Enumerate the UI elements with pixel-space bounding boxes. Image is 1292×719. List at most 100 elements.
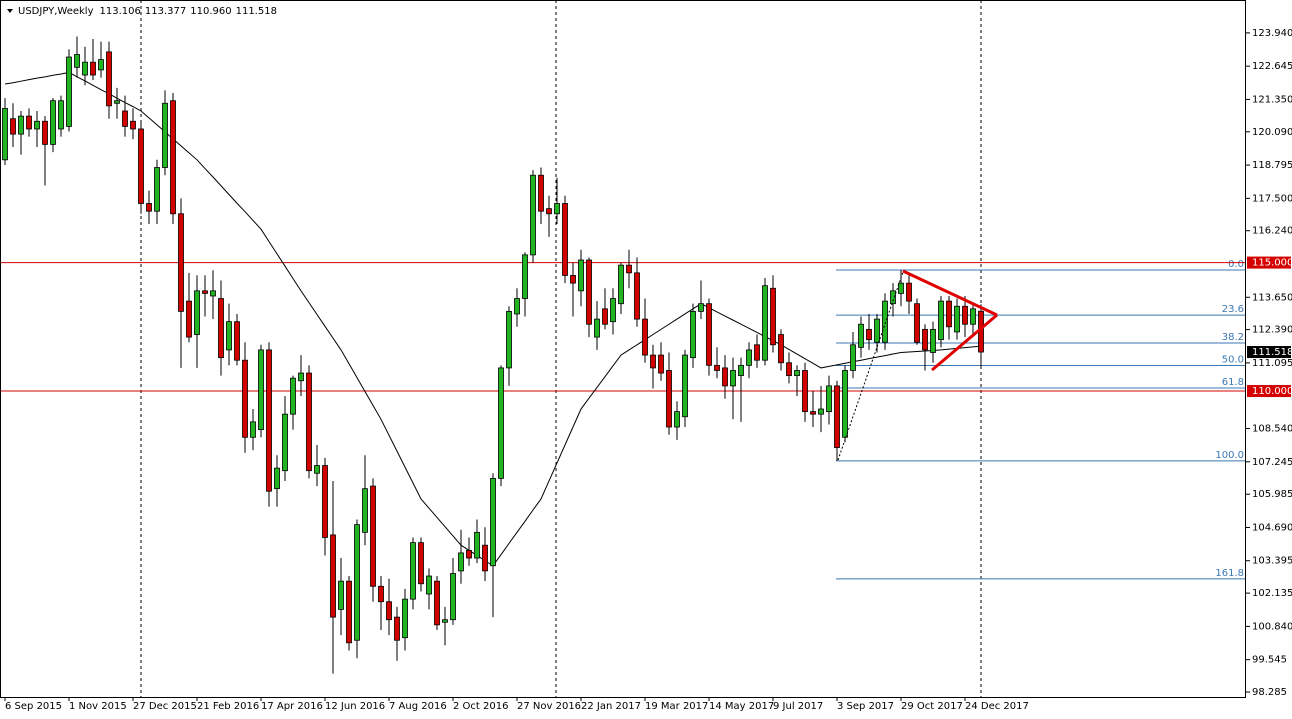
candle-body <box>610 298 616 323</box>
x-tick-label: 6 Sep 2015 <box>5 701 62 712</box>
y-tick-label: 107.245 <box>1252 457 1292 468</box>
candle-body <box>98 59 104 71</box>
candle-body <box>458 552 464 572</box>
candle-body <box>714 364 720 371</box>
level-label: 115.000 <box>1252 258 1292 269</box>
candle-body <box>466 549 472 559</box>
candle-body <box>898 282 904 294</box>
candle-body <box>354 524 360 641</box>
candle-body <box>546 208 552 215</box>
candle-body <box>394 616 400 641</box>
x-tick-label: 3 Sep 2017 <box>837 701 894 712</box>
candle-body <box>290 377 296 415</box>
chart-title: USDJPY,Weekly <box>18 6 94 17</box>
level-label-box <box>1247 256 1291 269</box>
candle-body <box>786 362 792 377</box>
x-tick-label: 19 Mar 2017 <box>645 701 708 712</box>
menu-icon[interactable] <box>7 9 13 13</box>
y-tick-label: 117.500 <box>1252 193 1292 204</box>
candle-body <box>834 385 840 448</box>
x-tick-label: 14 May 2017 <box>709 701 774 712</box>
candle-body <box>138 128 144 204</box>
candle-body <box>442 619 448 623</box>
y-tick-label: 98.285 <box>1252 687 1287 698</box>
candle-body <box>186 300 192 338</box>
candle-body <box>314 465 320 474</box>
candle-body <box>922 328 928 351</box>
x-tick-label: 27 Dec 2015 <box>133 701 197 712</box>
x-tick-label: 2 Oct 2016 <box>453 701 508 712</box>
y-tick-label: 99.545 <box>1252 655 1287 666</box>
fib-label: 100.0 <box>1215 450 1244 461</box>
candle-body <box>690 310 696 359</box>
x-tick-label: 22 Jan 2017 <box>581 701 641 712</box>
fib-label: 23.6 <box>1222 304 1244 315</box>
candle-body <box>794 370 800 377</box>
candle-body <box>218 298 224 359</box>
candle-body <box>66 56 72 127</box>
candle-body <box>322 465 328 538</box>
candle-body <box>722 367 728 387</box>
candle-body <box>650 354 656 369</box>
candle-body <box>946 300 952 328</box>
candle-body <box>282 413 288 472</box>
candle-body <box>266 349 272 492</box>
y-tick-label: 121.350 <box>1252 94 1292 105</box>
candle-body <box>658 354 664 374</box>
y-tick-label: 118.795 <box>1252 160 1292 171</box>
candle-body <box>202 290 208 294</box>
candle-body <box>682 354 688 418</box>
triangle-line <box>931 313 998 372</box>
candle-body <box>194 290 200 335</box>
candle-body <box>178 213 184 312</box>
candle-body <box>522 254 528 299</box>
candle-body <box>842 370 848 438</box>
candle-body <box>2 108 8 161</box>
candle-body <box>106 51 112 107</box>
x-tick-label: 9 Jul 2017 <box>773 701 823 712</box>
candle-body <box>362 488 368 533</box>
header-value: 111.518 <box>236 6 277 17</box>
candle-body <box>82 61 88 76</box>
candle-body <box>938 300 944 341</box>
candle-body <box>762 285 768 361</box>
level-label: 110.000 <box>1252 386 1292 397</box>
x-tick-label: 24 Dec 2017 <box>965 701 1029 712</box>
fib-label: 38.2 <box>1222 332 1244 343</box>
candle-body <box>586 259 592 325</box>
candle-body <box>90 61 96 76</box>
fib-label: 161.8 <box>1215 568 1244 579</box>
candle-body <box>826 385 832 412</box>
candle-body <box>602 308 608 325</box>
candle-body <box>50 100 56 145</box>
y-tick-label: 111.095 <box>1252 358 1292 369</box>
candle-body <box>594 318 600 338</box>
candle-body <box>434 580 440 626</box>
candle-body <box>858 323 864 348</box>
y-tick-label: 112.390 <box>1252 325 1292 336</box>
candle-body <box>426 575 432 595</box>
candle-body <box>210 290 216 297</box>
candle-body <box>970 308 976 325</box>
candle-body <box>26 115 32 130</box>
candle-body <box>474 531 480 559</box>
candle-body <box>42 120 48 145</box>
x-tick-label: 1 Nov 2015 <box>69 701 127 712</box>
candle-body <box>570 275 576 284</box>
y-tick-label: 108.540 <box>1252 424 1292 435</box>
y-tick-label: 100.840 <box>1252 621 1292 632</box>
trend-line <box>837 271 904 461</box>
candle-body <box>402 598 408 639</box>
candle-body <box>450 573 456 621</box>
last-price-label: 111.518 <box>1252 347 1292 358</box>
candle-body <box>146 203 152 212</box>
candle-body <box>866 328 872 341</box>
candle-body <box>154 167 160 212</box>
candle-body <box>346 580 352 644</box>
y-tick-label: 122.645 <box>1252 61 1292 72</box>
triangle-line <box>902 269 998 317</box>
candle-body <box>242 359 248 438</box>
candle-body <box>418 542 424 585</box>
